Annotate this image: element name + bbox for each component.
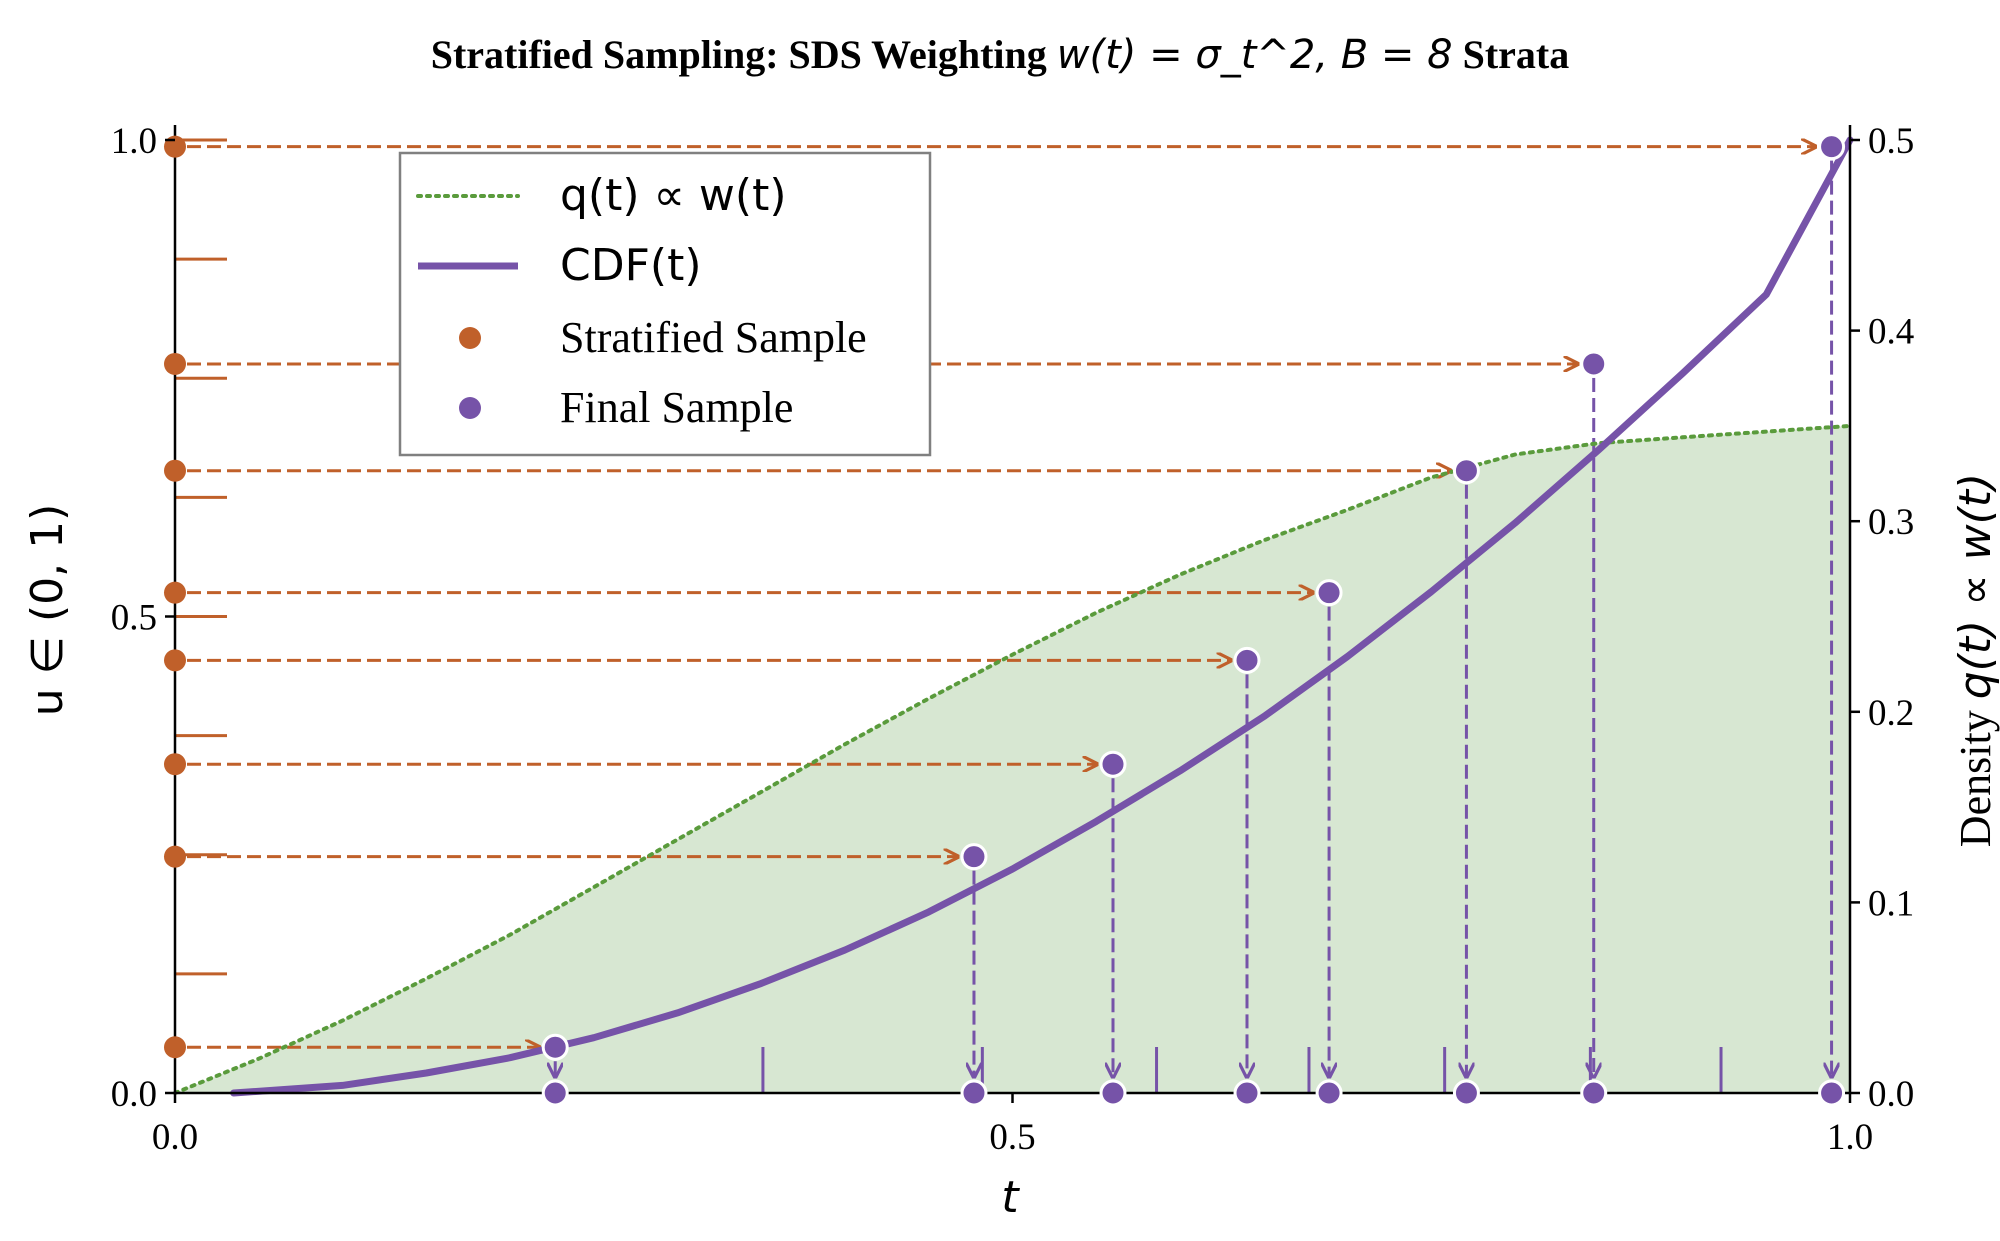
y-left-tick-label-1: 0.5 [111,598,157,639]
cdf-mapped-point-4 [1233,646,1261,674]
density-fill [175,425,1850,1093]
curves [173,136,1854,1097]
density-fill-area [175,425,1850,1093]
y-right-tick-label-5: 0.5 [1868,121,1914,162]
x-tick-label-2: 1.0 [1827,1117,1873,1158]
stratified-sample-point-7 [164,352,186,375]
y-axis-right-label: Density q(t) ∝ w(t) [1950,473,2000,847]
y-right-tick-label-1: 0.1 [1868,883,1914,924]
cdf-mapped-point-2 [960,843,988,871]
final-sample-point-4 [1233,1079,1261,1107]
y-right-tick-label-2: 0.2 [1868,693,1914,734]
final-sample-point-1 [541,1079,569,1107]
cdf-mapped-point-8 [1818,133,1846,161]
cdf-curve-line [230,136,1854,1097]
final-sample-point-7 [1580,1079,1608,1107]
x-tick-label-1: 0.5 [989,1117,1035,1158]
final-sample-point-6 [1452,1079,1480,1107]
legend-stratified-marker [459,327,481,349]
tick-labels: 0.0 0.5 1.00.00.51.00.00.10.20.30.40.5 [111,121,1915,1158]
stratified-sample-point-2 [164,845,186,868]
cdf-mapped-point-5 [1315,579,1343,607]
final-sample-point-5 [1315,1079,1343,1107]
y-axis-left-label: u ∈ (0, 1) [22,504,73,716]
cdf-mapped-point-3 [1099,750,1127,778]
legend-stratified-label: Stratified Sample [560,313,867,362]
y-right-tick-label-4: 0.4 [1868,312,1914,353]
legend-final-label: Final Sample [560,383,793,432]
stratified-sample-point-6 [164,459,186,482]
legend: q(t) ∝ w(t) CDF(t) Stratified Sample Fin… [398,151,932,457]
stratified-sample-point-3 [164,753,186,776]
legend-final-marker [459,397,481,419]
sample-points [164,133,1846,1107]
y-right-tick-label-3: 0.3 [1868,502,1914,543]
y-left-tick-label-0: 0.0 [111,1074,157,1115]
final-sample-point-8 [1818,1079,1846,1107]
legend-cdf-label: CDF(t) [560,240,702,291]
stratified-sample-point-1 [164,1036,186,1059]
cdf-mapped-point-1 [541,1033,569,1061]
legend-density-label: q(t) ∝ w(t) [560,170,787,221]
stratified-sample-point-4 [164,649,186,672]
y-right-tick-label-0: 0.0 [1868,1074,1914,1115]
final-sample-point-2 [960,1079,988,1107]
legend-frame [398,151,932,457]
cdf-mapped-point-7 [1580,350,1608,378]
stratified-sample-point-5 [164,581,186,604]
final-sample-point-3 [1099,1079,1127,1107]
x-tick-label-0: 0.0 [152,1117,198,1158]
y-left-tick-label-2: 1.0 [111,121,157,162]
density-curve-line [173,423,1852,1095]
cdf-mapped-point-6 [1452,457,1480,485]
x-axis-label: t [1001,1172,1020,1223]
chart-title: Stratified Sampling: SDS Weighting w(t) … [431,32,1570,78]
